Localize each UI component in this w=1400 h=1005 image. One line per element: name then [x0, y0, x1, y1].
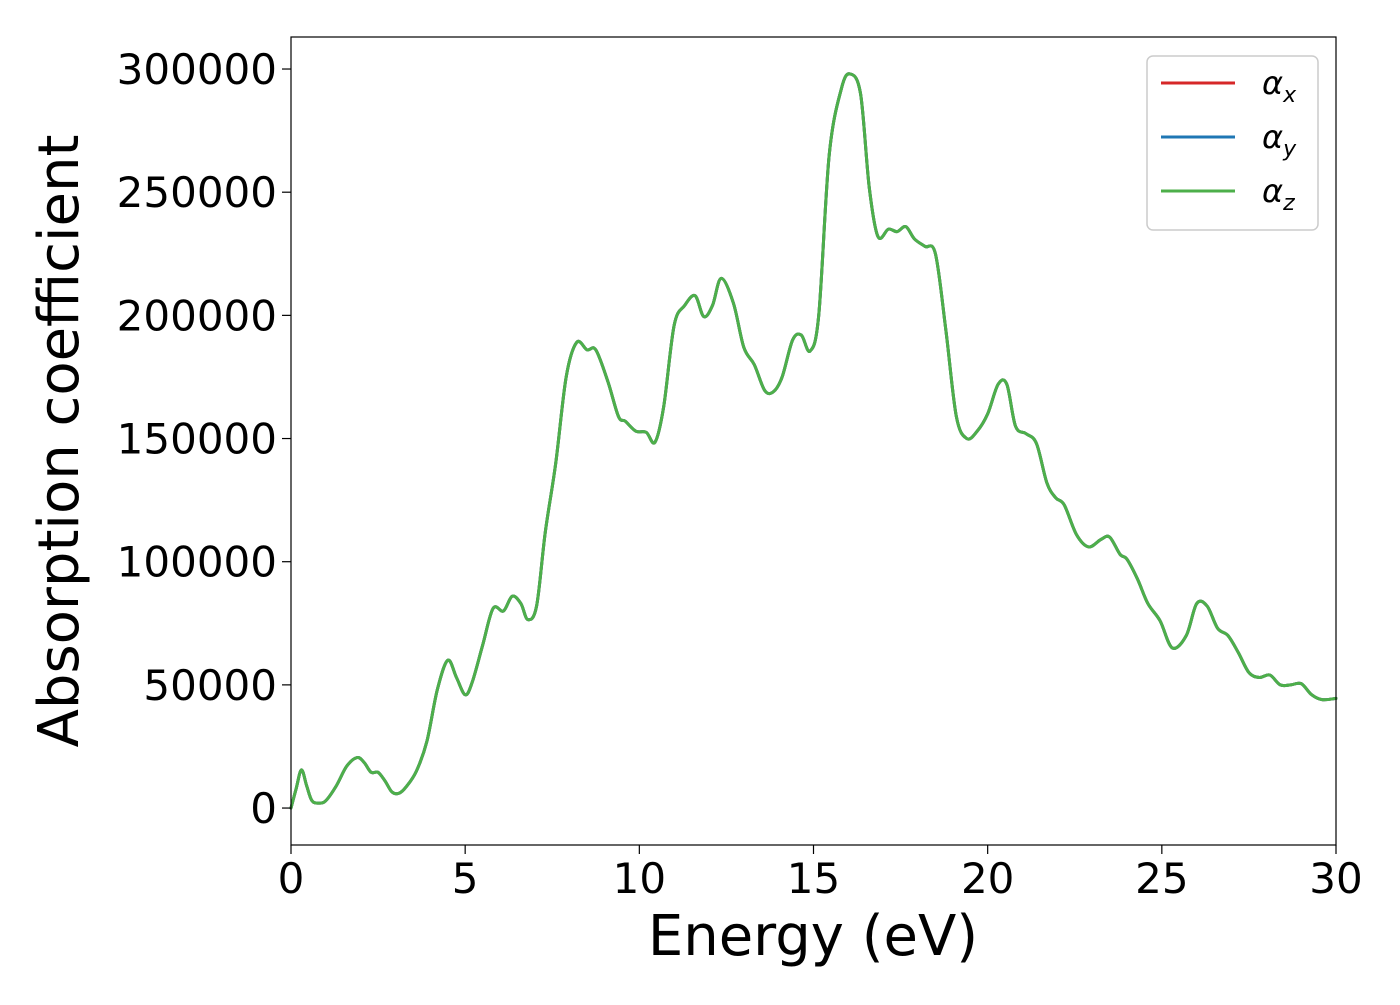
y-tick-label: 150000: [117, 415, 277, 464]
y-tick-label: 100000: [117, 538, 277, 587]
y-tick-label: 200000: [117, 291, 277, 340]
legend: αx αy αz: [1146, 55, 1319, 231]
x-axis-label: Energy (eV): [648, 904, 978, 969]
legend-label-alpha-z: αz: [1262, 172, 1295, 216]
series-line-alpha-z: [289, 72, 1338, 810]
x-tick-label: 0: [278, 854, 305, 903]
x-tick-label: 10: [613, 854, 666, 903]
y-axis-label: Absorption coefficient: [27, 135, 92, 748]
y-tick-label: 250000: [117, 168, 277, 217]
y-tick-label: 300000: [117, 45, 277, 94]
x-axis-ticks: 0 5 10 15 20 25 30: [278, 845, 1363, 903]
x-tick-label: 15: [787, 854, 840, 903]
y-axis-ticks: 0 50000 100000 150000 200000 250000 300000: [117, 45, 291, 833]
x-tick-label: 20: [961, 854, 1014, 903]
legend-label-alpha-x: αx: [1262, 64, 1297, 108]
legend-items: αx αy αz: [1161, 64, 1297, 216]
y-tick-label: 0: [250, 784, 277, 833]
x-tick-label: 25: [1135, 854, 1188, 903]
y-tick-label: 50000: [143, 661, 277, 710]
legend-label-alpha-y: αy: [1262, 118, 1297, 162]
legend-box: [1146, 55, 1319, 231]
x-tick-label: 30: [1309, 854, 1362, 903]
x-tick-label: 5: [452, 854, 479, 903]
series-layer: [289, 72, 1338, 810]
